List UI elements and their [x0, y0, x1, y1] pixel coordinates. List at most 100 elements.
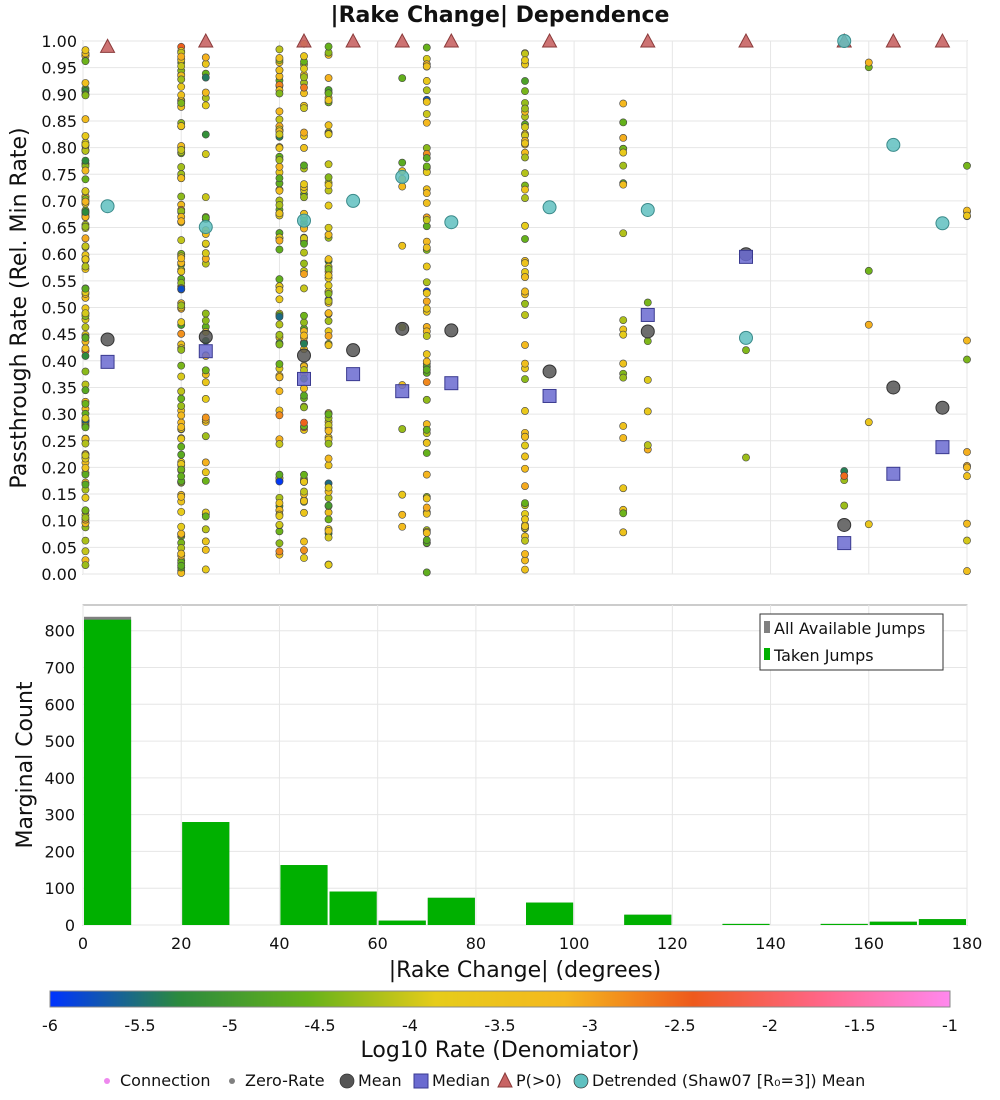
- scatter-point: [619, 229, 628, 238]
- scatter-point: [300, 73, 308, 82]
- scatter-point: [300, 470, 308, 479]
- scatter-point: [963, 472, 971, 480]
- scatter-point: [300, 477, 308, 486]
- scatter-point: [521, 123, 529, 132]
- histogram-y-axis-label: Marginal Count: [13, 681, 38, 848]
- scatter-point: [422, 216, 431, 224]
- scatter-point: [422, 243, 431, 252]
- scatter-panel: 0.00 0.05 0.10 0.15 0.20 0.25 0.30 0.35 0.40 0.45…: [7, 32, 971, 584]
- scatter-point: [619, 330, 628, 339]
- median-marker: [837, 536, 852, 551]
- scatter-point: [275, 275, 284, 284]
- p-greater-zero-marker: [345, 32, 361, 48]
- histogram-y-tick-label: 400: [44, 769, 75, 788]
- scatter-point: [177, 442, 186, 451]
- scatter-point: [177, 423, 186, 431]
- histogram-legend: All Available Jumps Taken Jumps: [759, 613, 944, 671]
- median-marker: [542, 388, 557, 403]
- histogram-y-tick-label: 800: [44, 622, 75, 641]
- scatter-point: [521, 104, 529, 113]
- scatter-point: [398, 74, 407, 83]
- p-greater-zero-marker: [639, 32, 656, 48]
- detrended-mean-marker: [542, 200, 557, 215]
- scatter-point: [177, 507, 186, 516]
- scatter-point: [177, 394, 186, 403]
- scatter-point: [422, 97, 431, 106]
- scatter-point: [521, 550, 529, 558]
- p-greater-zero-marker: [738, 32, 754, 48]
- scatter-point: [177, 434, 186, 443]
- scatter-point: [742, 346, 750, 355]
- scatter-point: [177, 361, 186, 370]
- histogram-y-tick-label: 500: [44, 732, 75, 751]
- scatter-point: [201, 53, 210, 62]
- legend-item: Zero-Rate: [229, 1071, 325, 1090]
- scatter-point: [81, 344, 90, 353]
- scatter-y-tick-label: 0.70: [41, 192, 77, 211]
- histogram-y-tick-label: 0: [65, 916, 75, 935]
- scatter-y-tick-label: 0.35: [41, 378, 77, 397]
- scatter-point: [324, 297, 333, 305]
- scatter-point: [521, 482, 529, 491]
- scatter-point: [300, 83, 308, 92]
- scatter-point: [81, 57, 90, 66]
- histogram-y-tick-label: 700: [44, 659, 75, 678]
- scatter-point: [201, 130, 210, 139]
- scatter-y-tick-label: 0.00: [41, 565, 77, 584]
- scatter-point: [275, 387, 284, 396]
- colorbar-tick-label: -2: [762, 1016, 778, 1035]
- bottom-legend: Connection Zero-Rate Mean Median P(>0) Detren…: [104, 1071, 865, 1090]
- scatter-point: [422, 449, 431, 457]
- scatter-point: [300, 537, 308, 546]
- scatter-point: [619, 422, 628, 430]
- scatter-point: [177, 345, 186, 354]
- histogram-x-tick-label: 20: [171, 934, 191, 953]
- scatter-point: [521, 185, 529, 194]
- scatter-point: [840, 472, 849, 480]
- scatter-point: [275, 66, 284, 75]
- scatter-point: [422, 395, 431, 404]
- detrended-mean-marker: [395, 169, 410, 184]
- scatter-point: [275, 130, 284, 139]
- scatter-point: [81, 284, 90, 293]
- scatter-point: [521, 139, 529, 148]
- scatter-point: [177, 411, 186, 420]
- scatter-point: [177, 549, 186, 558]
- scatter-point: [177, 192, 186, 201]
- scatter-point: [177, 492, 186, 501]
- scatter-point: [422, 278, 431, 287]
- scatter-point: [521, 287, 529, 296]
- bar-taken-jumps: [918, 919, 966, 925]
- scatter-point: [324, 501, 333, 510]
- scatter-point: [422, 357, 431, 366]
- scatter-point: [81, 79, 90, 87]
- colorbar-tick-label: -6: [42, 1016, 58, 1035]
- scatter-point: [300, 128, 308, 137]
- bar-taken-jumps: [526, 902, 574, 925]
- legend-item-label: P(>0): [516, 1071, 562, 1090]
- scatter-y-tick-label: 0.45: [41, 325, 77, 344]
- colorbar: -6 -5.5 -5 -4.5 -4 -3.5 -3 -2.5 -2 -1.5 -1 Log10 R…: [42, 990, 958, 1063]
- scatter-point: [177, 285, 186, 293]
- scatter-point: [81, 547, 90, 556]
- scatter-point: [398, 241, 407, 250]
- scatter-point: [81, 115, 90, 124]
- scatter-points: [81, 39, 971, 577]
- median-marker: [297, 371, 311, 386]
- p-greater-zero-marker: [934, 32, 951, 48]
- scatter-point: [201, 537, 210, 546]
- median-marker: [395, 384, 410, 399]
- scatter-y-tick-label: 0.30: [41, 405, 77, 424]
- scatter-y-tick-label: 0.90: [41, 85, 77, 104]
- mean-marker: [886, 380, 901, 395]
- scatter-point: [275, 312, 284, 321]
- scatter-point: [619, 434, 628, 442]
- scatter-point: [81, 91, 90, 100]
- scatter-point: [81, 242, 90, 251]
- colorbar-tick-label: -2.5: [664, 1016, 695, 1035]
- scatter-point: [619, 373, 628, 382]
- scatter-point: [81, 262, 90, 271]
- legend-swatch-all-jumps: [764, 621, 770, 633]
- bar-taken-jumps: [427, 897, 475, 925]
- scatter-point: [422, 118, 431, 127]
